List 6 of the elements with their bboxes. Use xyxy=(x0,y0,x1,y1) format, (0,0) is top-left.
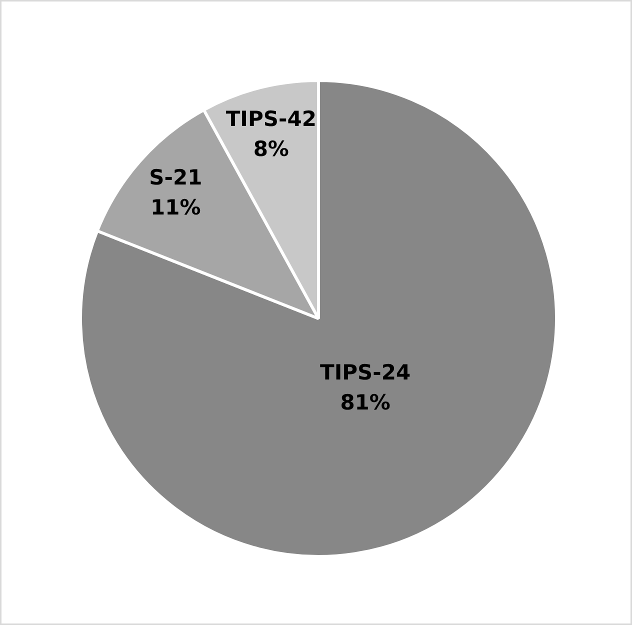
slice-label: TIPS-24 xyxy=(320,360,411,384)
slice-label: S-21 xyxy=(149,166,202,190)
slice-label: TIPS-42 xyxy=(226,107,316,132)
data-label: 8% xyxy=(253,137,289,162)
data-label: 81% xyxy=(340,390,390,414)
data-label: 11% xyxy=(150,196,201,220)
